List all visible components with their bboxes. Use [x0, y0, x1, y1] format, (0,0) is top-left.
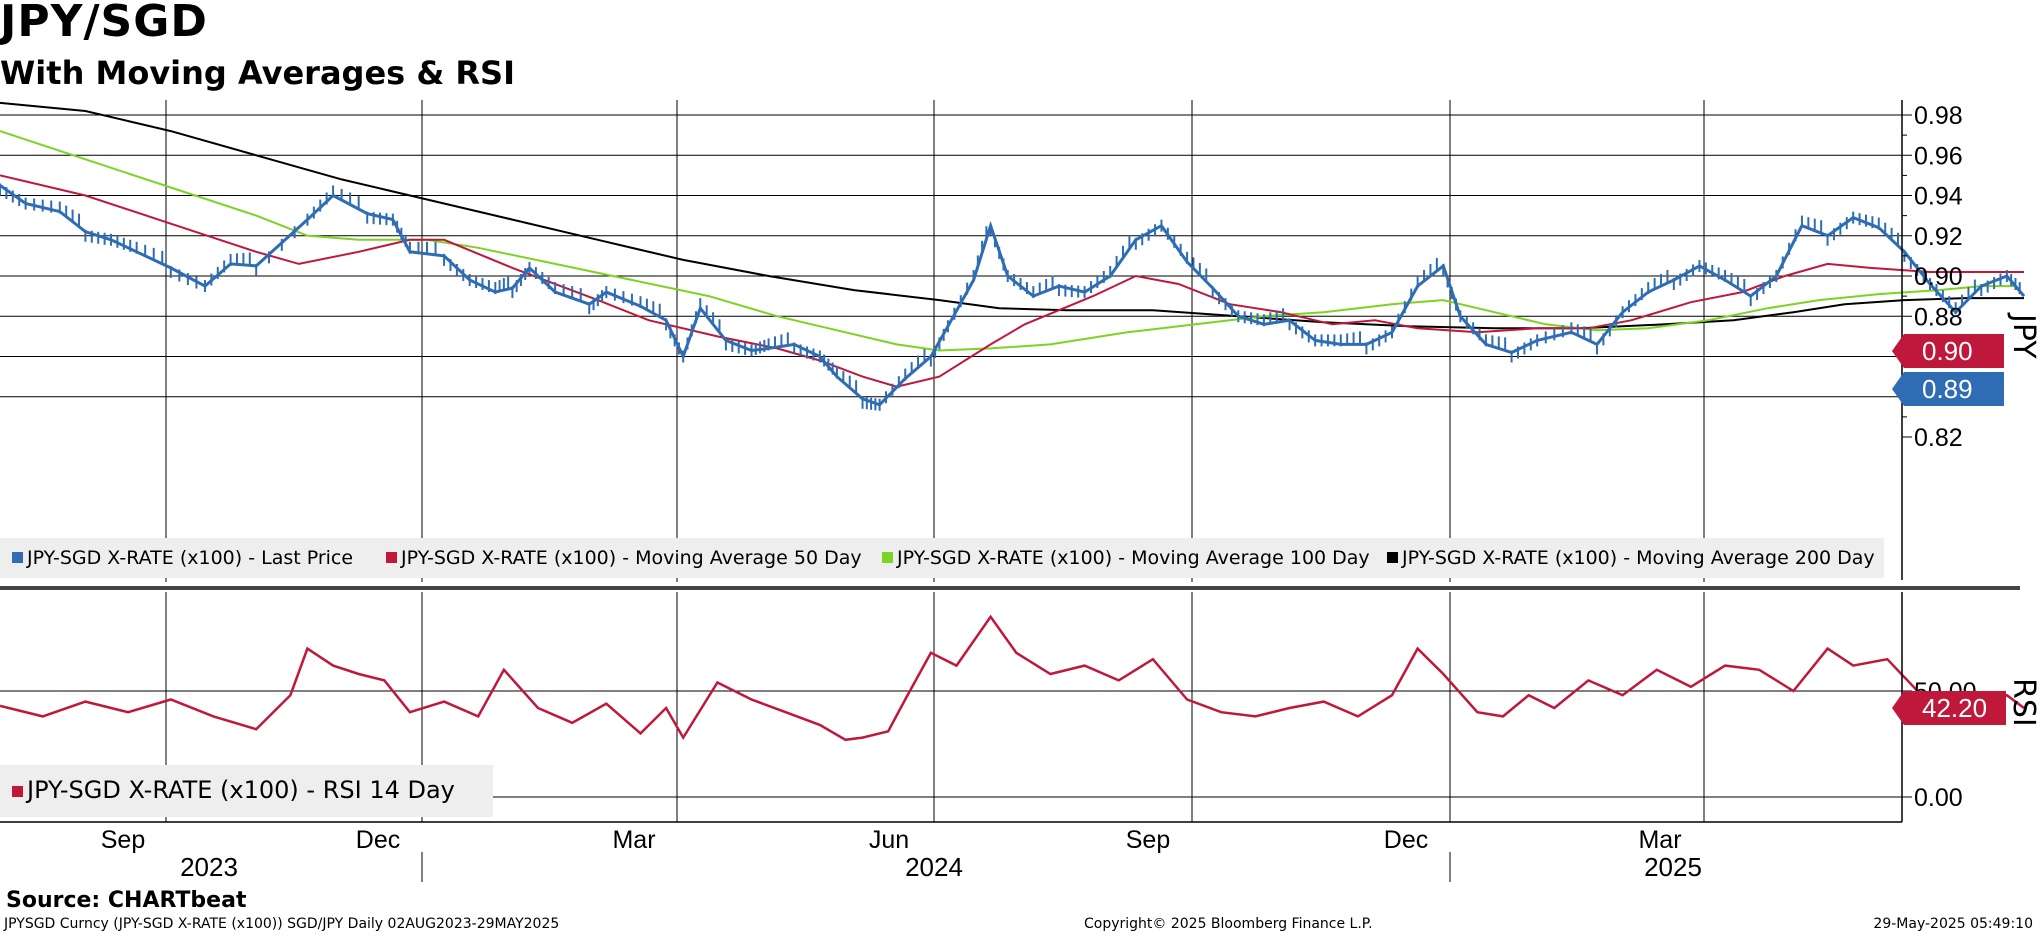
y-axis-title-rsi: RSI — [2006, 678, 2041, 727]
series-line-ma100 — [0, 130, 2016, 352]
y-axis-title-price: JPY — [2006, 314, 2041, 359]
x-tick-label-month: Sep — [1126, 826, 1170, 854]
series-line-ma50 — [0, 174, 2024, 388]
legend-swatch-last-price — [12, 552, 23, 563]
last-value-tag-ma50: 0.90 — [1892, 334, 2004, 368]
legend-swatch-rsi — [12, 786, 23, 797]
chart-title: JPY/SGD — [0, 0, 208, 47]
series-line-rsi — [0, 614, 2025, 742]
legend-label-last-price: JPY-SGD X-RATE (x100) - Last Price — [27, 547, 354, 569]
footer-ticker-info: JPYSGD Curncy (JPY-SGD X-RATE (x100)) SG… — [4, 916, 560, 932]
legend-price: JPY-SGD X-RATE (x100) - Last Price JPY-S… — [0, 538, 1884, 578]
x-tick-label-year: 2024 — [905, 852, 963, 882]
footer-timestamp: 29-May-2025 05:49:10 — [1873, 916, 2033, 932]
last-value-tag-price: 0.89 — [1892, 372, 2004, 406]
source-label: Source: CHARTbeat — [6, 888, 247, 913]
x-tick-label-month: Sep — [101, 826, 145, 854]
x-tick-label-month: Dec — [1384, 826, 1428, 854]
x-tick-label-month: Jun — [869, 826, 909, 854]
legend-label-rsi: JPY-SGD X-RATE (x100) - RSI 14 Day — [27, 776, 455, 804]
y-tick-label: 0.94 — [1914, 183, 1963, 211]
legend-item-last-price: JPY-SGD X-RATE (x100) - Last Price — [12, 547, 353, 569]
legend-item-ma100: JPY-SGD X-RATE (x100) - Moving Average 1… — [882, 547, 1370, 569]
series-line-ma200 — [0, 101, 2024, 330]
legend-rsi: JPY-SGD X-RATE (x100) - RSI 14 Day — [0, 765, 493, 817]
y-tick-label: 0.98 — [1914, 102, 1963, 130]
y-tick-label: 0.96 — [1914, 142, 1963, 170]
y-tick-label: 0.88 — [1914, 303, 1963, 331]
last-value-tag-rsi: 42.20 — [1892, 691, 2006, 725]
series-line-last-price — [0, 184, 2026, 407]
legend-label-ma200: JPY-SGD X-RATE (x100) - Moving Average 2… — [1402, 547, 1875, 569]
grid-lines — [0, 100, 2020, 822]
legend-item-ma200: JPY-SGD X-RATE (x100) - Moving Average 2… — [1387, 547, 1875, 569]
series-lines — [0, 101, 2026, 742]
legend-item-ma50: JPY-SGD X-RATE (x100) - Moving Average 5… — [386, 547, 862, 569]
legend-swatch-ma100 — [882, 552, 893, 563]
y-tick-label: 0.82 — [1914, 424, 1963, 452]
x-tick-label-year: 2025 — [1644, 852, 1702, 882]
legend-item-rsi: JPY-SGD X-RATE (x100) - RSI 14 Day — [12, 776, 455, 804]
legend-swatch-ma200 — [1387, 552, 1398, 563]
footer-copyright: Copyright© 2025 Bloomberg Finance L.P. — [1084, 916, 1373, 932]
y-tick-label: 0.92 — [1914, 223, 1963, 251]
x-tick-label-month: Mar — [1638, 826, 1681, 854]
legend-label-ma100: JPY-SGD X-RATE (x100) - Moving Average 1… — [897, 547, 1370, 569]
x-tick-label-month: Mar — [612, 826, 655, 854]
legend-label-ma50: JPY-SGD X-RATE (x100) - Moving Average 5… — [401, 547, 862, 569]
y-tick-label-rsi: 0.00 — [1914, 784, 1963, 812]
x-tick-label-year: 2023 — [180, 852, 238, 882]
x-tick-label-month: Dec — [356, 826, 400, 854]
chart-subtitle: With Moving Averages & RSI — [0, 54, 515, 92]
legend-swatch-ma50 — [386, 552, 397, 563]
y-tick-label: 0.90 — [1914, 263, 1963, 291]
